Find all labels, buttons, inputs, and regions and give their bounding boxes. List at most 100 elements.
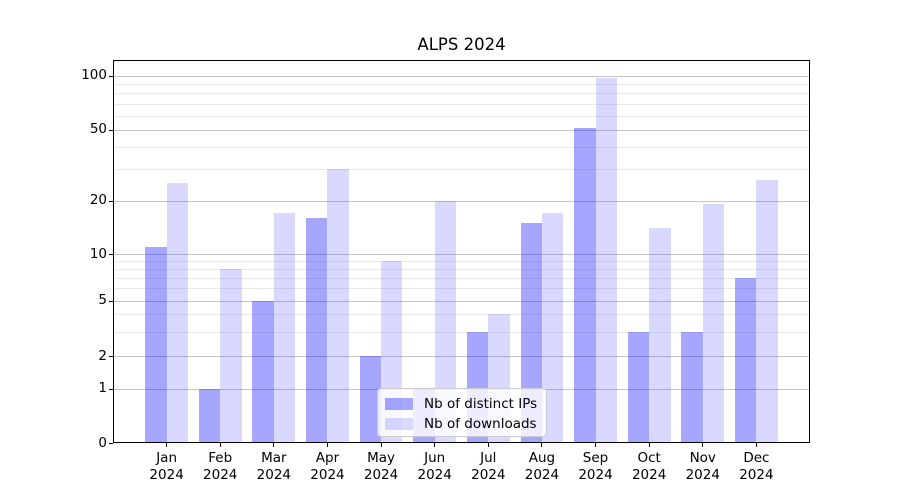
x-tick-mark [595, 443, 597, 447]
x-tick-label: Jun 2024 [403, 450, 467, 483]
x-tick-year: 2024 [524, 466, 560, 483]
x-tick-year: 2024 [471, 466, 506, 483]
y-tick-label: 20 [89, 192, 107, 208]
x-tick-year: 2024 [203, 466, 238, 483]
x-tick-month: May [367, 450, 396, 466]
x-tick-mark [648, 443, 650, 447]
gridline-major [113, 356, 810, 358]
x-tick-mark [702, 443, 704, 447]
x-tick-label: May 2024 [349, 450, 413, 483]
x-tick-year: 2024 [631, 466, 667, 483]
bar-downloads-jun [434, 200, 457, 443]
gridline-minor [113, 288, 810, 290]
x-tick-label: Feb 2024 [188, 450, 252, 483]
x-tick-year: 2024 [363, 466, 399, 483]
bar-downloads-oct [649, 228, 671, 443]
gridline-major [113, 300, 810, 302]
bar-distinct-ips-jan [145, 246, 167, 443]
bar-distinct-ips-mar [252, 300, 274, 443]
bar-distinct-ips-apr [306, 217, 328, 443]
x-tick-year: 2024 [417, 466, 452, 483]
plot-area [113, 60, 810, 443]
y-tick-mark [109, 356, 113, 358]
x-tick-year: 2024 [685, 466, 720, 483]
bar-distinct-ips-oct [627, 331, 650, 443]
gridline-minor [113, 147, 810, 149]
x-tick-mark [487, 443, 489, 447]
x-tick-mark [755, 443, 757, 447]
y-tick-label: 2 [98, 347, 107, 364]
y-tick-mark [109, 254, 113, 255]
gridline-major [113, 75, 810, 77]
gridline-minor [113, 278, 810, 280]
x-tick-month: Feb [208, 450, 233, 466]
gridline-minor [113, 83, 810, 85]
x-tick-month: Aug [528, 450, 556, 466]
x-tick-label: Dec 2024 [724, 450, 788, 483]
x-tick-mark [434, 443, 436, 447]
bar-distinct-ips-feb [198, 388, 221, 443]
gridline-minor [113, 269, 810, 271]
legend-swatch-downloads [385, 418, 413, 430]
x-tick-year: 2024 [310, 466, 345, 483]
legend-item-downloads: Nb of downloads [385, 414, 546, 434]
x-tick-month: Jan [156, 450, 178, 466]
x-tick-label: Mar 2024 [242, 450, 306, 483]
x-tick-year: 2024 [149, 466, 184, 483]
gridline-major [113, 200, 810, 202]
x-tick-label: Apr 2024 [295, 450, 359, 483]
gridline-minor [113, 115, 810, 117]
bar-downloads-jan [166, 183, 188, 443]
legend-swatch-distinct-ips [385, 398, 413, 410]
y-tick-mark [109, 200, 113, 202]
y-tick-label: 50 [89, 121, 107, 138]
x-tick-label: Jul 2024 [456, 450, 520, 483]
x-tick-mark [326, 443, 328, 447]
x-tick-label: Aug 2024 [510, 450, 574, 483]
y-tick-label: 0 [98, 434, 107, 451]
x-tick-month: Oct [637, 450, 661, 466]
chart-title: ALPS 2024 [417, 35, 506, 54]
y-tick-mark [109, 388, 113, 390]
x-tick-label: Nov 2024 [671, 450, 735, 483]
x-tick-month: Nov [689, 450, 716, 466]
y-tick-label: 1 [98, 380, 107, 397]
legend-label-distinct-ips: Nb of distinct IPs [424, 395, 538, 412]
y-tick-label: 5 [98, 292, 107, 309]
bar-distinct-ips-may [359, 356, 382, 443]
gridline-major [113, 129, 810, 131]
x-tick-label: Jan 2024 [135, 450, 199, 483]
bar-downloads-feb [220, 269, 242, 443]
x-tick-month: Dec [743, 450, 770, 466]
bar-downloads-apr [327, 169, 349, 443]
y-tick-label: 10 [89, 245, 107, 262]
gridline-minor [113, 261, 810, 263]
bar-distinct-ips-dec [734, 278, 757, 443]
y-tick-label: 100 [81, 67, 107, 84]
legend: Nb of distinct IPs Nb of downloads [377, 388, 547, 437]
x-tick-month: Apr [315, 450, 340, 466]
bar-distinct-ips-aug [520, 222, 542, 443]
y-tick-mark [109, 75, 113, 77]
y-tick-mark [109, 300, 113, 302]
x-tick-year: 2024 [256, 466, 292, 483]
bar-downloads-aug [541, 213, 564, 443]
x-tick-year: 2024 [739, 466, 774, 483]
bar-distinct-ips-sep [574, 128, 596, 443]
x-tick-mark [541, 443, 543, 447]
x-tick-mark [273, 443, 275, 447]
x-tick-month: Mar [261, 450, 287, 466]
x-tick-label: Oct 2024 [617, 450, 681, 483]
gridline-minor [113, 93, 810, 95]
x-tick-mark [166, 443, 168, 447]
y-tick-mark [109, 443, 113, 444]
legend-label-downloads: Nb of downloads [424, 415, 537, 432]
x-tick-month: Jun [424, 450, 446, 466]
x-tick-mark [219, 443, 221, 447]
y-tick-mark [109, 129, 113, 131]
bar-downloads-nov [702, 204, 725, 443]
gridline-minor [113, 314, 810, 316]
bar-downloads-dec [756, 180, 778, 443]
bar-downloads-sep [595, 78, 617, 443]
